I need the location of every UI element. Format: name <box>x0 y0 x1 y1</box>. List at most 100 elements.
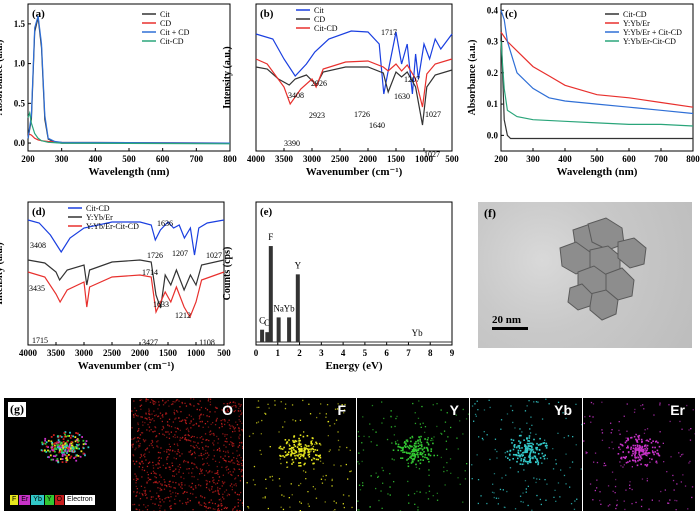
map-dot <box>557 482 560 484</box>
map-dot <box>221 425 223 428</box>
overlay-dot <box>57 444 60 446</box>
map-legend-item: Er <box>19 495 31 505</box>
map-dot <box>170 507 172 510</box>
map-dot <box>133 478 135 481</box>
map-cluster-dot <box>402 448 404 450</box>
map-cluster-dot <box>313 457 316 460</box>
map-dot <box>178 451 180 454</box>
map-dot <box>216 471 219 473</box>
map-dot <box>191 435 194 437</box>
map-dot <box>144 489 147 492</box>
chart-e-peak-bar <box>268 246 273 342</box>
overlay-dot <box>70 450 73 453</box>
map-cluster-dot <box>409 452 411 455</box>
map-dot <box>145 506 147 508</box>
map-dot <box>152 400 154 402</box>
map-cluster-dot <box>279 445 282 448</box>
overlay-dot <box>51 442 53 445</box>
map-dot <box>239 410 242 412</box>
overlay-dot <box>75 443 78 446</box>
map-cluster-dot <box>298 453 300 456</box>
map-cluster-dot <box>542 455 545 458</box>
map-dot <box>289 506 291 508</box>
map-dot <box>157 446 159 448</box>
map-dot <box>135 479 138 482</box>
map-cluster-dot <box>634 456 636 458</box>
map-cluster-dot <box>531 449 533 452</box>
map-cluster-dot <box>293 441 296 443</box>
map-dot <box>222 482 224 484</box>
map-dot <box>227 408 229 411</box>
map-cluster-dot <box>291 449 293 452</box>
map-dot <box>343 412 345 414</box>
map-dot <box>203 505 206 507</box>
map-dot <box>200 406 203 409</box>
chart-b-annotation: 1027 <box>425 110 441 119</box>
map-dot <box>615 507 617 510</box>
map-dot <box>233 443 235 445</box>
map-dot <box>228 419 230 421</box>
map-dot <box>261 419 263 422</box>
map-dot <box>145 400 147 402</box>
map-dot <box>155 436 157 438</box>
map-dot <box>357 509 359 511</box>
map-dot <box>189 451 191 453</box>
map-dot <box>179 420 181 422</box>
map-dot <box>185 501 187 504</box>
map-dot <box>237 446 239 448</box>
panel-f-label: (f) <box>484 206 496 220</box>
map-dot <box>141 476 143 478</box>
map-dot <box>483 409 486 411</box>
map-cluster-dot <box>511 442 513 444</box>
map-dot <box>189 492 192 495</box>
map-dot <box>586 452 588 454</box>
map-cluster-dot <box>298 440 300 442</box>
map-dot <box>284 407 287 410</box>
map-dot <box>375 472 377 474</box>
map-dot <box>137 415 139 417</box>
map-dot <box>214 490 217 492</box>
map-dot <box>174 427 176 429</box>
map-dot <box>393 434 395 436</box>
map-legend-item: O <box>54 495 64 505</box>
map-dot <box>184 484 186 486</box>
map-dot <box>432 495 434 497</box>
map-cluster-dot <box>308 451 311 453</box>
map-dot <box>174 487 176 489</box>
map-dot <box>135 485 137 488</box>
map-dot <box>162 404 165 406</box>
map-dot <box>146 497 148 499</box>
map-dot <box>633 411 636 413</box>
map-dot <box>143 504 145 506</box>
map-dot <box>455 414 457 416</box>
map-dot <box>185 439 187 441</box>
map-cluster-dot <box>303 450 305 452</box>
overlay-dot <box>75 432 77 434</box>
chart-a-xlabel: Wavelength (nm) <box>89 166 170 178</box>
map-cluster-dot <box>518 447 521 450</box>
map-dot <box>611 471 614 473</box>
map-dot <box>195 487 197 489</box>
map-cluster-dot <box>428 460 430 463</box>
map-dot <box>186 427 189 429</box>
map-dot <box>177 411 179 413</box>
map-dot <box>248 435 251 437</box>
map-cluster-dot <box>316 454 318 457</box>
map-dot <box>220 456 222 458</box>
map-dot <box>148 444 151 447</box>
map-dot <box>185 434 187 436</box>
map-dot <box>140 404 143 406</box>
map-dot <box>418 400 420 402</box>
map-dot <box>207 400 209 402</box>
map-dot <box>486 434 488 436</box>
map-dot <box>310 450 312 452</box>
overlay-dot <box>69 447 72 450</box>
map-dot <box>221 422 223 425</box>
map-dot <box>224 433 226 436</box>
map-cluster-dot <box>397 445 399 448</box>
map-cluster-dot <box>644 444 646 447</box>
map-cluster-dot <box>536 446 538 449</box>
overlay-dot <box>64 444 66 447</box>
overlay-dot <box>61 451 63 454</box>
map-dot <box>430 439 432 442</box>
